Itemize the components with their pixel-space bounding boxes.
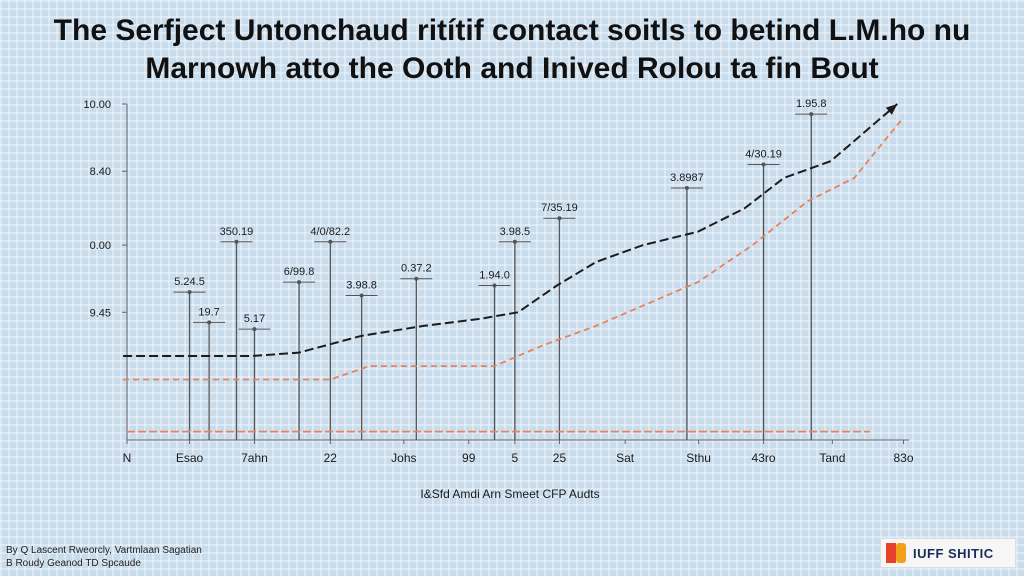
x-tick-label: Tand [819,451,845,465]
series-arrowhead [885,104,898,115]
y-tick-label: 8.40 [90,166,111,178]
annotation-label: 1.94.0 [479,269,510,281]
y-tick-label: 9.45 [90,307,111,319]
annotation-label: 7/35.19 [541,202,578,214]
logo-text: IUFF SHITIC [913,545,994,561]
x-tick-label: Esao [176,451,204,465]
x-tick-label: 5 [512,451,519,465]
x-tick-label: 43ro [752,451,776,465]
footer-line-1: By Q Lascent Rweorcly, Vartmlaan Sagatia… [6,545,202,556]
x-tick-label: Johs [391,451,416,465]
chart-title-line-2: Marnowh atto the Ooth and Inived Rolou t… [145,52,879,85]
annotation-label: 350.19 [220,226,254,238]
annotation-label: 4/0/82.2 [310,226,350,238]
x-tick-label: 22 [324,451,338,465]
brand-logo: IUFF SHITIC [880,538,1016,568]
series-line [123,103,898,357]
x-tick-label: 83o [894,451,914,465]
y-tick-label: 0.00 [90,240,111,252]
x-tick-label: 99 [462,451,476,465]
annotation-label: 19.7 [198,306,219,318]
annotation-label: 3.8987 [670,172,704,184]
x-tick-label: Sthu [686,451,711,465]
footer-line-2: B Roudy Geanod TD Spcaude [6,558,141,569]
annotation-label: 4/30.19 [745,148,782,160]
x-tick-label: Sat [616,451,635,465]
logo-mark-icon [886,543,906,563]
footer-credits: By Q Lascent Rweorcly, Vartmlaan Sagatia… [6,544,202,570]
annotation-label: 5.17 [244,313,265,325]
x-axis-label: I&Sfd Amdi Arn Smeet CFP Audts [420,487,599,501]
x-tick-label: 25 [553,451,567,465]
x-tick-label: 7ahn [241,451,268,465]
annotation-label: 3.98.5 [500,226,531,238]
chart-title-line-1: The Serfject Untonchaud ritítif contact … [53,14,971,47]
x-tick-label: N [123,451,132,465]
annotation-label: 5.24.5 [174,276,205,288]
y-tick-label: 10.00 [83,99,111,111]
annotation-label: 1.95.8 [796,98,827,110]
series-line [123,116,905,381]
annotation-label: 0.37.2 [401,263,432,275]
annotation-label: 6/99.8 [284,266,315,278]
annotation-label: 3.98.8 [346,280,377,292]
